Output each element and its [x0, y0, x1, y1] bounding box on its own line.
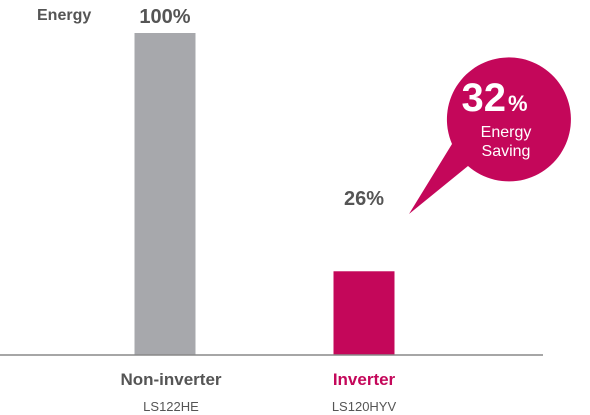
callout-percent-unit: % [508, 91, 528, 116]
callout-percent-value: 32 [462, 76, 507, 120]
bar-non-inverter [134, 33, 196, 355]
y-axis-label: Energy [37, 7, 91, 24]
callout-bubble [409, 57, 571, 215]
category-label-non-inverter: Non-inverter [120, 370, 221, 389]
callout-text-line-2: Saving [482, 143, 531, 160]
bars [134, 33, 395, 355]
energy-saving-callout: 32 % Energy Saving [409, 57, 571, 215]
bar-inverter [333, 271, 395, 355]
bar-value-label-inverter: 26% [344, 188, 384, 210]
model-label-inverter: LS120HYV [332, 399, 397, 414]
category-label-inverter: Inverter [333, 370, 396, 389]
bar-value-label-non-inverter: 100% [139, 6, 190, 28]
callout-text-line-1: Energy [481, 124, 532, 141]
model-label-non-inverter: LS122HE [143, 399, 199, 414]
